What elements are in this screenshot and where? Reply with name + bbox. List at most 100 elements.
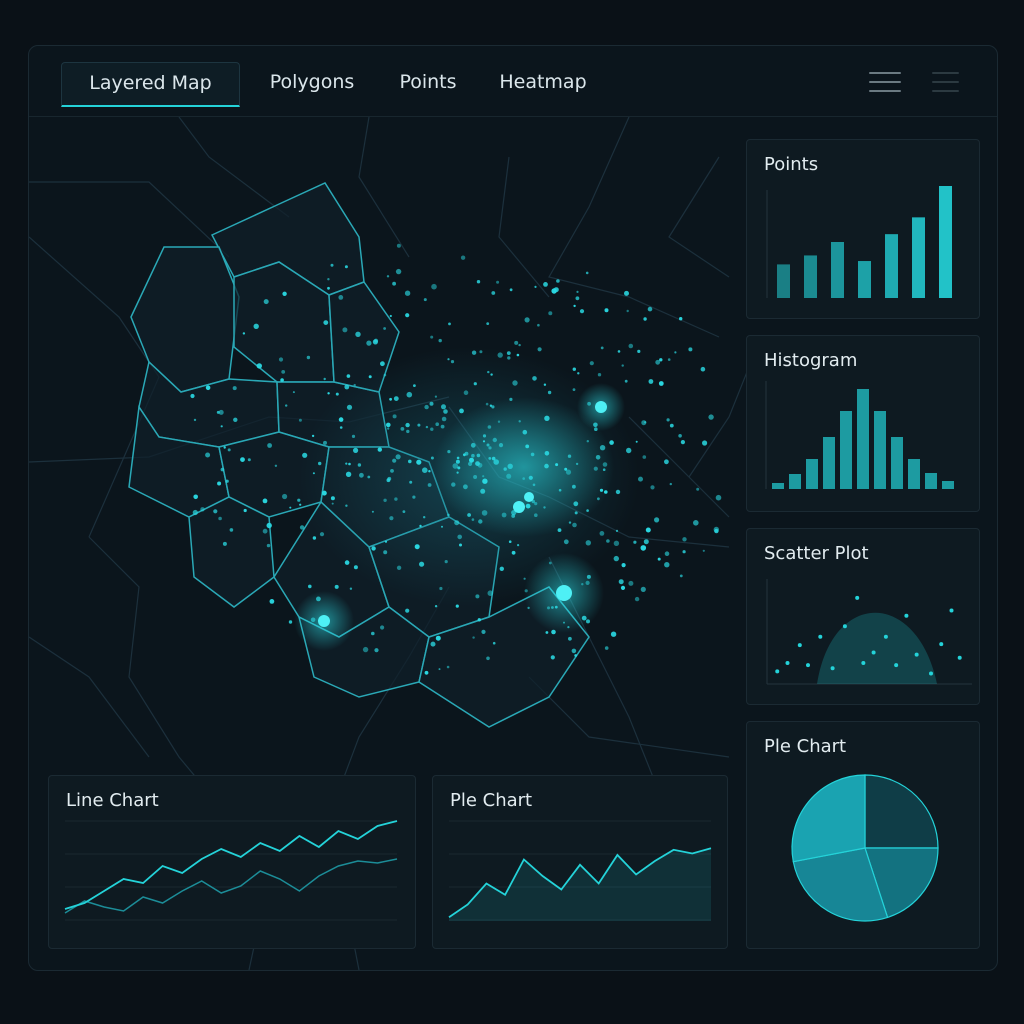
map-point (577, 372, 580, 375)
map-point (323, 377, 326, 381)
map-point (456, 471, 459, 474)
map-point (621, 563, 626, 568)
map-point (643, 317, 647, 321)
map-point (537, 323, 540, 327)
map-point (658, 381, 664, 386)
map-point (439, 586, 443, 591)
map-point (405, 422, 410, 428)
map-point (205, 452, 211, 458)
map-point (664, 551, 670, 556)
map-point (604, 490, 608, 494)
menu-icon[interactable] (869, 72, 901, 94)
map-point (593, 466, 598, 471)
map-point (499, 566, 504, 571)
map-point (638, 476, 643, 482)
map-point (490, 373, 493, 376)
map-point (406, 391, 413, 398)
map-point (463, 484, 468, 490)
map-point (609, 440, 614, 445)
map-point (586, 619, 590, 624)
map-point (243, 508, 247, 513)
map-point (345, 471, 352, 477)
map-point (438, 668, 441, 671)
points-bar-chart (766, 186, 952, 298)
map-point (216, 410, 220, 414)
map-point (475, 461, 480, 466)
map-point (387, 427, 390, 430)
map-point (680, 440, 686, 445)
panel-scatter: Scatter Plot (746, 528, 980, 705)
map-point (217, 481, 222, 486)
map-point (640, 545, 647, 551)
map-point (434, 605, 438, 608)
map-point (282, 291, 287, 296)
map-point (405, 608, 410, 613)
map-point (386, 275, 390, 278)
map-point (383, 327, 386, 330)
series-line (64, 820, 398, 910)
map-point (669, 423, 674, 428)
map-point (424, 670, 429, 675)
map-point (396, 243, 401, 248)
map-point (448, 322, 451, 326)
map-point (488, 446, 492, 450)
bar (908, 459, 920, 489)
map-point (232, 386, 237, 391)
map-point (626, 309, 629, 313)
map-point (390, 469, 394, 473)
map-point (604, 308, 609, 313)
map-point (395, 454, 401, 460)
map-point (486, 656, 490, 661)
map-point (558, 488, 562, 492)
map-point (423, 516, 426, 519)
menu-icon-secondary[interactable] (932, 72, 959, 94)
map-point (599, 445, 606, 451)
map-point (463, 390, 469, 396)
tab-layered-map[interactable]: Layered Map (61, 62, 240, 107)
scatter-point (818, 634, 823, 639)
map-point (408, 459, 412, 464)
map-point (344, 384, 350, 390)
tab-polygons[interactable]: Polygons (269, 71, 355, 93)
map-point (647, 306, 653, 312)
map-point (664, 562, 670, 568)
tab-points[interactable]: Points (399, 71, 457, 93)
map-point (565, 469, 572, 475)
scatter-point (785, 661, 790, 665)
map-point (613, 555, 619, 562)
map-point (679, 574, 683, 578)
bar (939, 186, 952, 298)
map-point (371, 631, 375, 636)
map-point (386, 478, 391, 483)
map-point (498, 443, 504, 448)
scatter-point (775, 669, 780, 674)
map-point (323, 320, 329, 325)
map-point (551, 606, 554, 609)
map-point (321, 490, 327, 496)
area-line (448, 847, 712, 919)
bar (840, 411, 852, 489)
map-point (503, 467, 507, 471)
map-point (446, 665, 450, 669)
series-line (64, 858, 398, 914)
map-point (312, 536, 317, 540)
map-point (220, 425, 223, 428)
map-canvas[interactable]: Points Histogram Scatter Plot Ple Chart … (29, 116, 997, 970)
map-point (438, 338, 442, 343)
map-point (579, 309, 585, 314)
map-point (269, 599, 275, 604)
map-point (501, 512, 507, 518)
map-point (405, 313, 410, 318)
map-point (262, 498, 268, 504)
map-point (507, 356, 511, 360)
map-point (447, 450, 451, 454)
tab-heatmap[interactable]: Heatmap (499, 71, 587, 93)
scatter-point (957, 655, 962, 660)
map-point (447, 513, 450, 517)
map-point (637, 349, 641, 353)
map-point (200, 507, 205, 512)
map-point (574, 654, 578, 657)
map-point (573, 501, 579, 507)
map-point (492, 437, 497, 443)
map-point (666, 418, 670, 422)
